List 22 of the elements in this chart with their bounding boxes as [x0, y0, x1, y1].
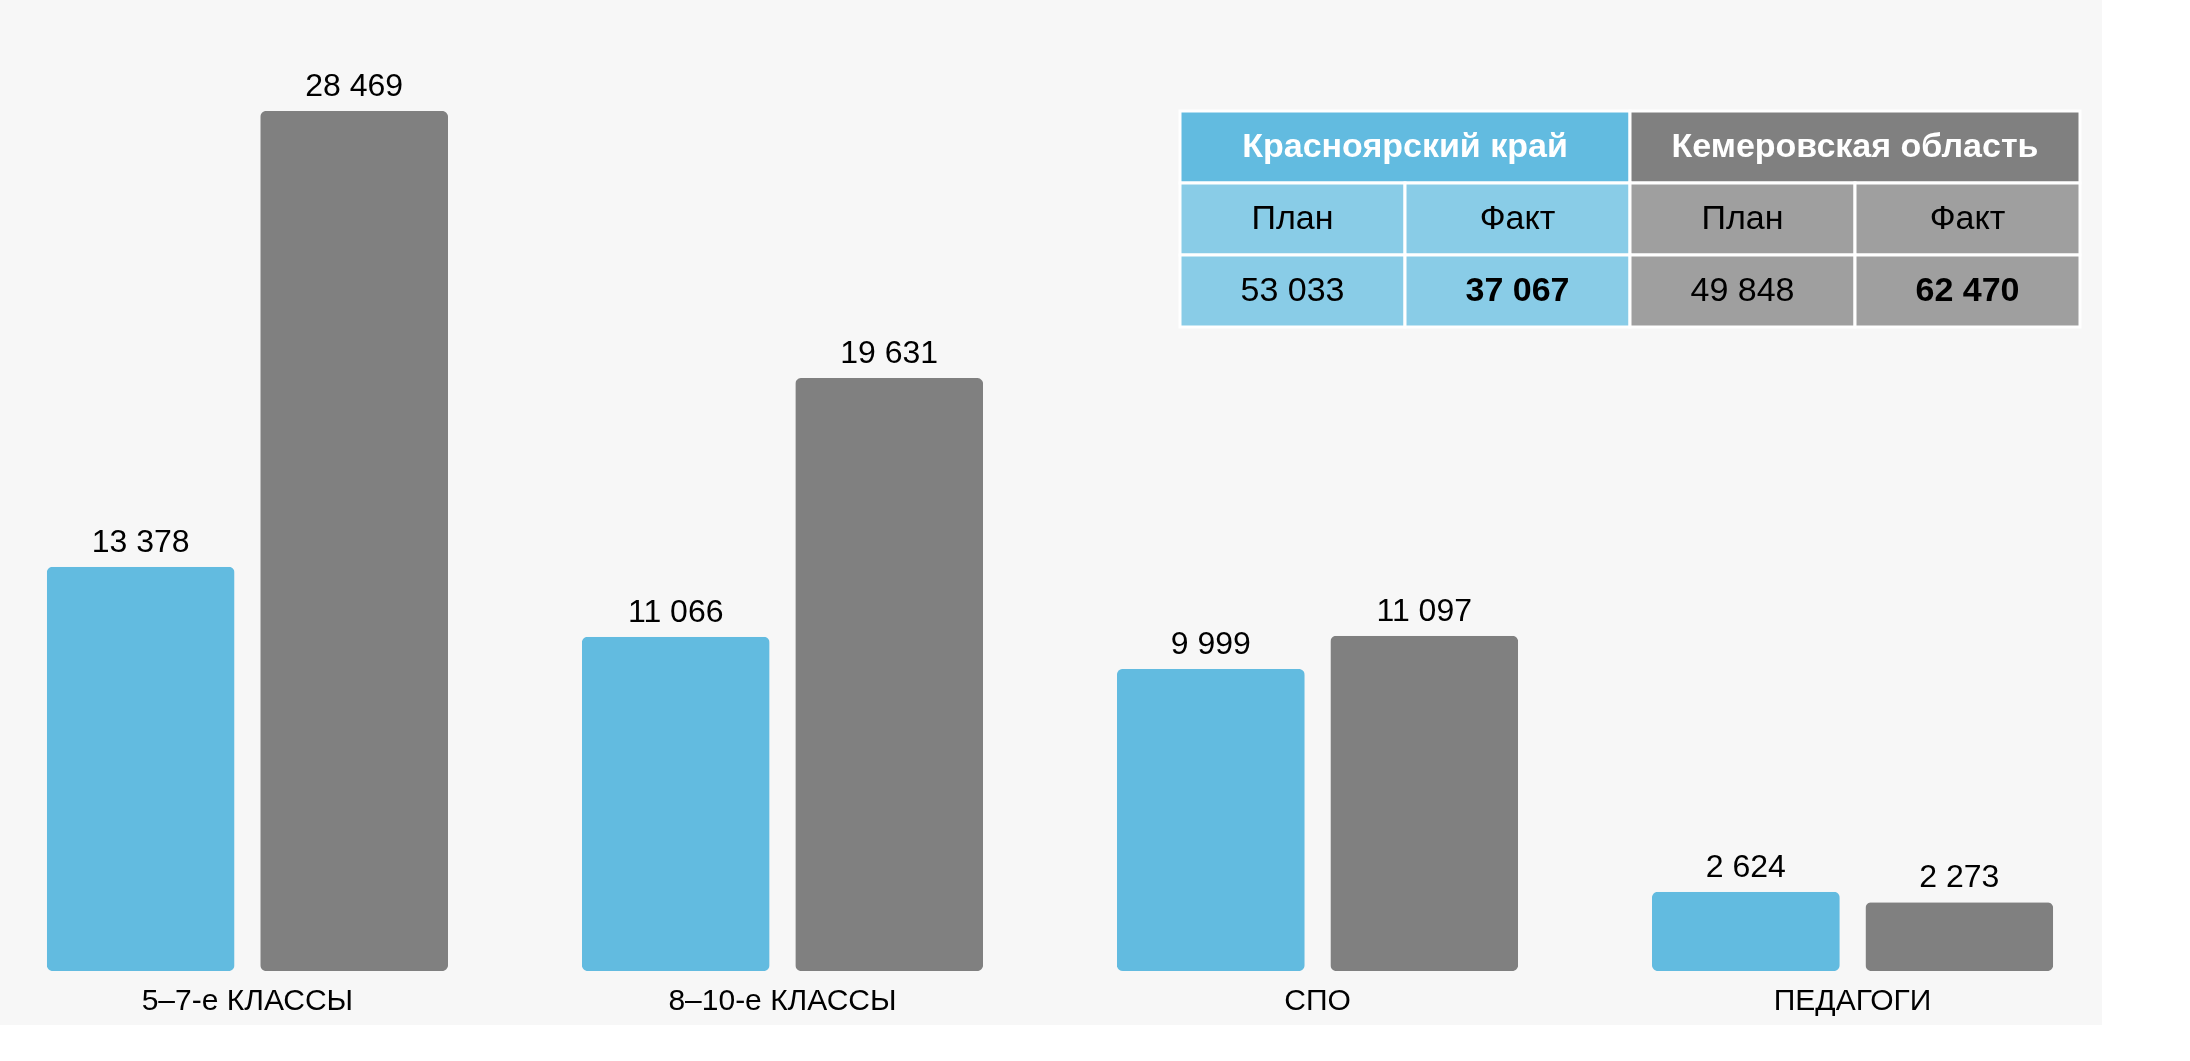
data-label: 9 999: [1170, 624, 1251, 661]
annotation: Факт: [1929, 198, 2006, 236]
data-label: 11 097: [1376, 591, 1473, 628]
x-tick-label: 5–7-е КЛАССЫ: [141, 982, 354, 1016]
text: Красноярский край: [1242, 126, 1568, 164]
annotation: 37 067: [1465, 270, 1570, 308]
data-label: 2 273: [1919, 858, 2000, 895]
x-tick-label: ПЕДАГОГИ: [1773, 982, 1932, 1016]
annotation: План: [1701, 198, 1784, 236]
data-label: 28 469: [305, 67, 404, 103]
data-label: 2 624: [1705, 847, 1786, 884]
annotation: План: [1251, 198, 1334, 236]
annotation: 49 848: [1690, 270, 1795, 308]
data-label: 19 631: [840, 333, 939, 370]
annotation: 53 033: [1240, 270, 1345, 308]
text: Кемеровская область: [1671, 126, 2039, 164]
data-label: 11 066: [627, 592, 724, 629]
data-label: 13 378: [91, 522, 190, 559]
x-tick-label: СПО: [1284, 982, 1351, 1016]
x-tick-label: 8–10-е КЛАССЫ: [668, 982, 897, 1016]
annotation: 62 470: [1915, 270, 2020, 308]
annotation: Факт: [1479, 198, 1556, 236]
